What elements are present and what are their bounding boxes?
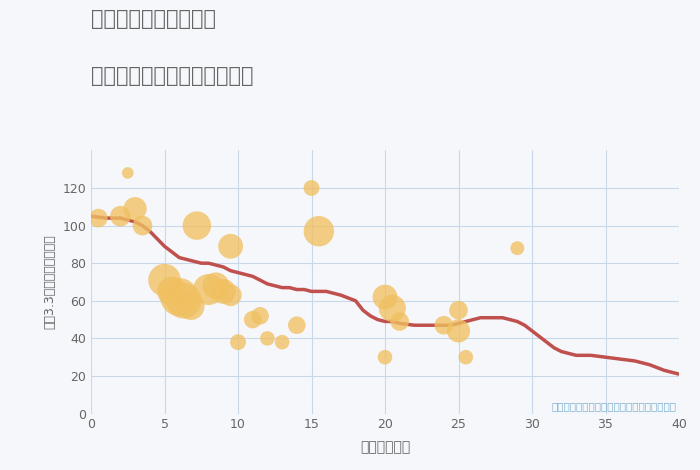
Point [247,316,258,323]
Point [210,282,221,290]
Text: 築年数別中古マンション価格: 築年数別中古マンション価格 [91,66,253,86]
Point [386,305,398,312]
Point [438,321,449,329]
Point [92,214,104,222]
Point [314,227,325,235]
Text: 三重県四日市市中村町: 三重県四日市市中村町 [91,9,216,30]
Point [453,327,464,335]
Point [461,353,472,361]
Point [225,243,237,250]
Text: 円の大きさは、取引のあった物件面積を示す: 円の大きさは、取引のあった物件面積を示す [551,401,676,411]
Point [167,288,178,295]
Point [203,286,214,293]
Point [191,222,202,229]
Point [379,293,391,301]
Point [178,297,189,305]
Point [453,306,464,314]
Point [218,288,229,295]
Point [174,293,185,301]
Point [262,335,273,342]
Point [159,276,170,284]
Point [379,353,391,361]
Point [255,312,266,320]
Point [232,338,244,346]
Point [136,222,148,229]
Point [130,205,141,212]
Point [291,321,302,329]
Point [512,244,523,252]
Point [394,318,405,325]
Y-axis label: 坪（3.3㎡）単価（万円）: 坪（3.3㎡）単価（万円） [43,235,57,329]
X-axis label: 築年数（年）: 築年数（年） [360,440,410,454]
Point [225,291,237,299]
Point [186,303,197,310]
Point [122,169,133,177]
Point [306,184,317,192]
Point [276,338,288,346]
Point [115,212,126,220]
